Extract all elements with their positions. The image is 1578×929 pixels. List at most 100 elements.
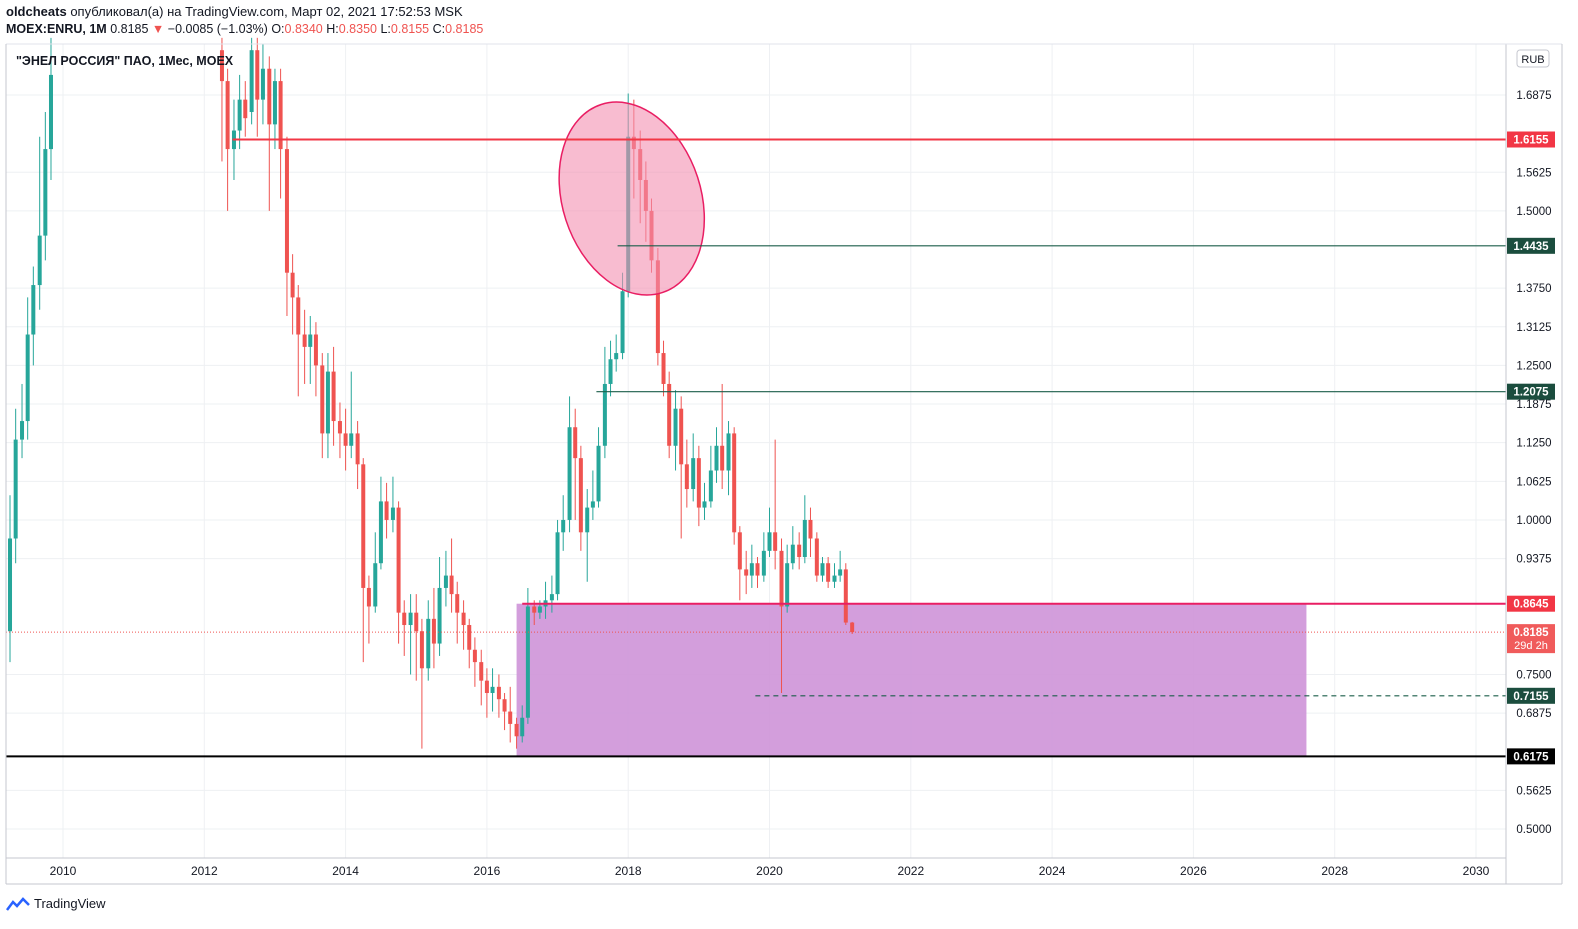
legend-title: "ЭНЕЛ РОССИЯ" ПАО, 1Мес, MOEX	[16, 54, 234, 68]
candle-body	[443, 575, 448, 588]
candle	[313, 322, 318, 397]
candle-body	[20, 421, 25, 440]
level-label-box	[1507, 748, 1555, 765]
high-value: 0.8350	[338, 22, 377, 36]
candle-body	[514, 723, 519, 737]
time-tick-label: 2026	[1180, 864, 1207, 878]
price-tick-label: 0.7500	[1516, 669, 1551, 681]
symbol-interval: MOEX:ENRU, 1M	[6, 22, 107, 36]
candle-body	[331, 371, 336, 422]
candle-body	[555, 532, 560, 595]
candle	[714, 427, 719, 483]
price-tick-label: 0.5625	[1516, 785, 1551, 797]
candle	[237, 74, 242, 150]
candle-body	[567, 427, 572, 520]
candle	[443, 550, 448, 607]
currency-badge-box[interactable]	[1516, 49, 1550, 68]
candle	[838, 550, 843, 582]
last-price: 0.8185	[110, 22, 149, 36]
candle-body	[585, 507, 590, 533]
level-label-box	[1507, 687, 1555, 704]
candle-body	[737, 532, 742, 570]
candle-body	[449, 575, 454, 595]
candle	[260, 44, 265, 125]
candle-body	[378, 501, 383, 564]
price-tick-label: 1.3125	[1516, 322, 1551, 334]
candle-body	[490, 686, 495, 694]
low-value: 0.8155	[390, 22, 430, 36]
candle	[661, 340, 666, 397]
candle	[567, 396, 572, 533]
candle-body	[732, 433, 737, 533]
candle	[366, 575, 371, 644]
candle	[337, 402, 342, 459]
candle-body	[48, 74, 53, 150]
candle	[255, 37, 260, 137]
candle-body	[714, 445, 719, 471]
price-axis-labels: 1.6155 1.4435 1.2075 0.8645 0.7155 0.6175 0.81…	[1507, 131, 1555, 765]
candle-body	[290, 272, 295, 298]
candle	[608, 340, 613, 397]
current-price-label: 0.8185	[1513, 627, 1549, 639]
candle-body	[578, 458, 583, 533]
candle	[573, 408, 578, 520]
candle	[797, 532, 802, 570]
open-value: 0.8340	[284, 22, 323, 36]
price-tick-label: 1.0000	[1516, 515, 1551, 527]
candle	[790, 526, 795, 570]
candle	[267, 56, 272, 211]
price-tick-label: 1.5625	[1516, 167, 1551, 179]
candle-body	[255, 50, 260, 100]
time-axis-ticks: 2010 2012 2014 2016 2018 2020 2022 2024 2026 2028…	[50, 864, 1490, 878]
candle-body	[296, 297, 301, 335]
candle-body	[532, 606, 537, 613]
candle-body	[679, 408, 684, 465]
author-name[interactable]: oldcheats	[6, 4, 67, 19]
candle	[673, 390, 678, 471]
candle-body	[820, 563, 825, 576]
open-label: O:	[271, 22, 285, 36]
candle-body	[838, 569, 843, 576]
candle	[490, 668, 495, 712]
countdown-label: 29d 2h	[1514, 640, 1548, 652]
footer-brand-label: TradingView	[34, 896, 106, 911]
candle-body	[43, 149, 48, 236]
price-tick-label: 1.1875	[1516, 399, 1551, 411]
publish-info: опубликовал(а) на TradingView.com, Март …	[70, 4, 463, 19]
ohlc-line: MOEX:ENRU, 1M 0.8185 ▼ −0.0085 (−1.03%) …	[6, 22, 483, 36]
level-label: 1.2075	[1513, 387, 1549, 399]
footer-brand[interactable]: TradingView	[6, 896, 106, 911]
time-tick-label: 2024	[1039, 864, 1066, 878]
publish-line: oldcheats опубликовал(а) на TradingView.…	[6, 4, 463, 19]
candle	[408, 594, 413, 675]
candle	[284, 136, 289, 316]
candle	[390, 476, 395, 533]
candle-body	[802, 519, 807, 558]
candle-body	[502, 699, 507, 712]
candle-body	[408, 612, 413, 626]
level-label: 1.6155	[1513, 135, 1549, 147]
candle	[843, 563, 848, 626]
candle-body	[349, 433, 354, 446]
price-tick-label: 0.9375	[1516, 554, 1551, 566]
candle-body	[461, 612, 466, 626]
candle-body	[431, 618, 436, 644]
candle-body	[484, 680, 489, 694]
candle	[325, 353, 330, 459]
candle	[514, 717, 519, 749]
candle	[320, 353, 325, 459]
support-zone-rectangle[interactable]	[516, 603, 1307, 757]
candle	[667, 371, 672, 459]
price-tick-label: 1.3750	[1516, 283, 1551, 295]
level-label-box	[1507, 595, 1555, 612]
candle	[278, 68, 283, 199]
candle-body	[8, 538, 13, 632]
candle-body	[814, 538, 819, 576]
candle	[737, 526, 742, 601]
candle	[814, 532, 819, 582]
candle-body	[260, 68, 265, 100]
highlight-ellipse[interactable]	[535, 83, 728, 314]
candle-body	[343, 433, 348, 446]
candle	[755, 557, 760, 588]
